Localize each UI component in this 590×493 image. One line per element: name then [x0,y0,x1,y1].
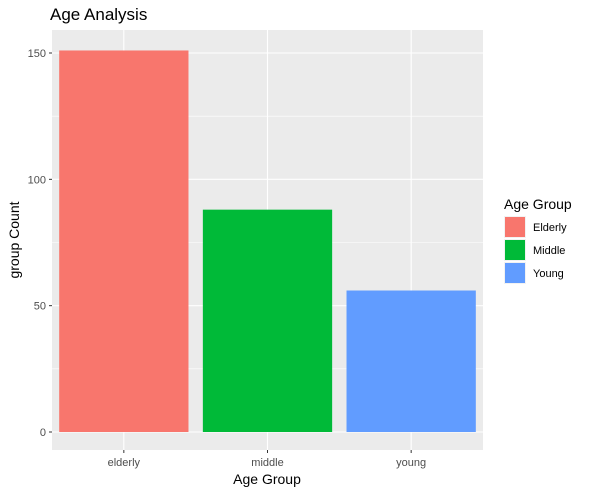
chart-title: Age Analysis [50,5,147,24]
x-tick-label: young [396,457,426,469]
bar-young [346,290,476,432]
y-tick-label: 0 [40,427,46,439]
legend-entries: Elderly Middle Young [504,216,567,284]
legend-label-middle: Middle [533,245,565,257]
legend-key-middle [505,240,525,260]
x-tick-label: elderly [108,457,141,469]
bars [59,50,476,433]
bar-middle [202,209,333,432]
legend-label-elderly: Elderly [533,222,567,234]
x-axis-ticks: elderly middle young [108,450,426,469]
bar-elderly [59,50,189,433]
legend-key-elderly [505,217,525,237]
legend-title: Age Group [504,196,572,212]
x-tick-label: middle [251,457,283,469]
y-axis-ticks: 0 50 100 150 [28,48,52,439]
y-tick-label: 150 [28,48,46,60]
legend-key-young [505,263,525,283]
x-axis-title: Age Group [233,471,301,487]
y-tick-label: 50 [34,301,46,313]
legend: Age Group Elderly Middle Young [504,196,572,284]
legend-label-young: Young [533,268,564,280]
y-tick-label: 100 [28,174,46,186]
y-axis-title: group Count [6,201,22,278]
